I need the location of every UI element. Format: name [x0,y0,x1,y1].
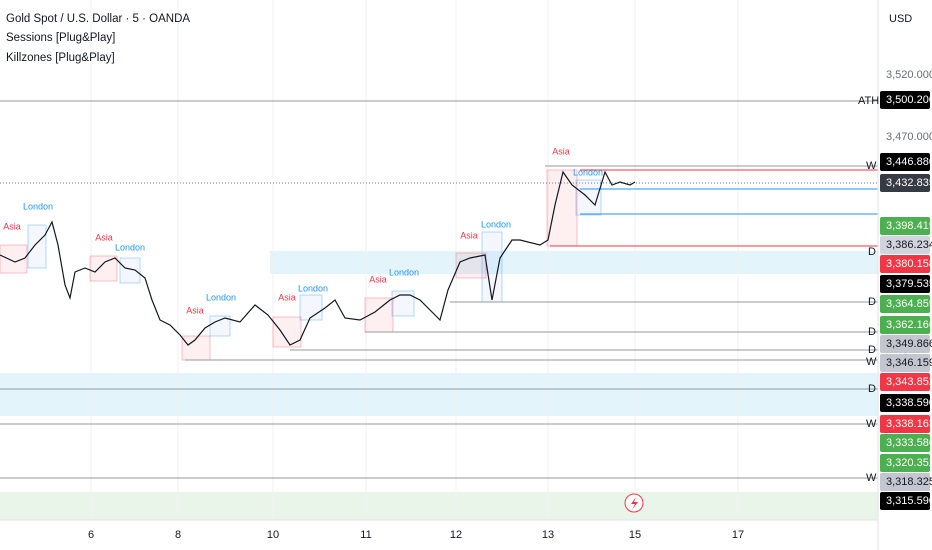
event-icon-bolt [631,497,638,510]
level-tag: D [868,326,876,338]
session-label: Asia [460,230,478,240]
price-label-bg [880,153,930,171]
zone [270,251,878,274]
price-label-bg [880,295,930,313]
price-label: 3,446.880 [886,156,932,168]
time-tick: 15 [629,529,641,541]
price-label: 3,338.590 [886,397,932,409]
time-tick: 13 [542,529,554,541]
session-label: London [389,267,419,277]
level-tag: W [866,160,877,172]
session-label: Asia [95,232,113,242]
symbol-title: Gold Spot / U.S. Dollar · 5 · OANDA [6,13,190,25]
currency-button[interactable] [880,5,930,35]
session-label: Asia [3,221,21,231]
currency[interactable]: USD [889,13,912,25]
price-label: 3,364.855 [886,298,932,310]
zone [0,492,878,520]
session-label: London [481,219,511,229]
time-tick: 6 [88,529,94,541]
price-label: 3,320.352 [886,457,932,469]
indicator-name: Sessions [Plug&Play] [6,32,115,44]
price-label-bg [880,91,930,109]
price-label-bg [880,255,930,273]
price-label-bg [880,473,930,491]
price-label: 3,398.419 [886,220,932,232]
session-label: Asia [186,305,204,315]
level-tag: W [866,418,877,430]
price-label: 3,386.234 [886,239,932,251]
price-label: 3,432.835 [886,177,932,189]
price-label-bg [880,236,930,254]
price-tick: 3,520.000 [886,69,932,81]
session-label: London [573,167,603,177]
price-tick: 3,470.000 [886,131,932,143]
session-label: London [206,292,236,302]
indicator-name: Killzones [Plug&Play] [6,52,115,64]
price-label-bg [880,354,930,372]
level-tag: D [868,383,876,395]
price-label-bg [880,316,930,334]
level-tag: W [866,472,877,484]
level-tag: W [866,356,877,368]
level-tag: ATH [858,95,879,107]
london-boxes [27,179,602,337]
price-label: 3,362.166 [886,319,932,331]
price-label-bg [880,434,930,452]
price-line [0,170,636,346]
price-label: 3,500.200 [886,94,932,106]
price-label-bg [880,454,930,472]
time-tick: 8 [175,529,181,541]
price-label: 3,318.325 [886,476,932,488]
session-label: London [298,283,328,293]
session-label: Asia [369,274,387,284]
price-label-bg [880,492,930,510]
price-label: 3,346.159 [886,357,932,369]
price-label: 3,379.535 [886,278,932,290]
price-label: 3,315.590 [886,495,932,507]
price-label: 3,349.866 [886,338,932,350]
session-label: Asia [552,146,570,156]
price-label: 3,343.852 [886,376,932,388]
price-label-bg [880,394,930,412]
level-tag: D [868,296,876,308]
price-label-bg [880,335,930,353]
zone [0,373,878,416]
level-tag: D [868,344,876,356]
price-label-bg [880,373,930,391]
session-label: Asia [278,292,296,302]
time-tick: 12 [450,529,462,541]
price-label-bg [880,275,930,293]
time-tick: 10 [267,529,279,541]
session-label: London [23,201,53,211]
price-label-bg [880,174,930,192]
level-lines [0,100,878,479]
price-label: 3,380.158 [886,258,932,270]
level-tag: D [868,246,876,258]
price-label: 3,338.163 [886,418,932,430]
price-label-bg [880,415,930,433]
v-grid [90,0,739,520]
price-label-bg [880,217,930,235]
price-label: 3,333.586 [886,437,932,449]
time-tick: 17 [732,529,744,541]
time-tick: 11 [360,529,371,541]
session-label: London [115,242,145,252]
